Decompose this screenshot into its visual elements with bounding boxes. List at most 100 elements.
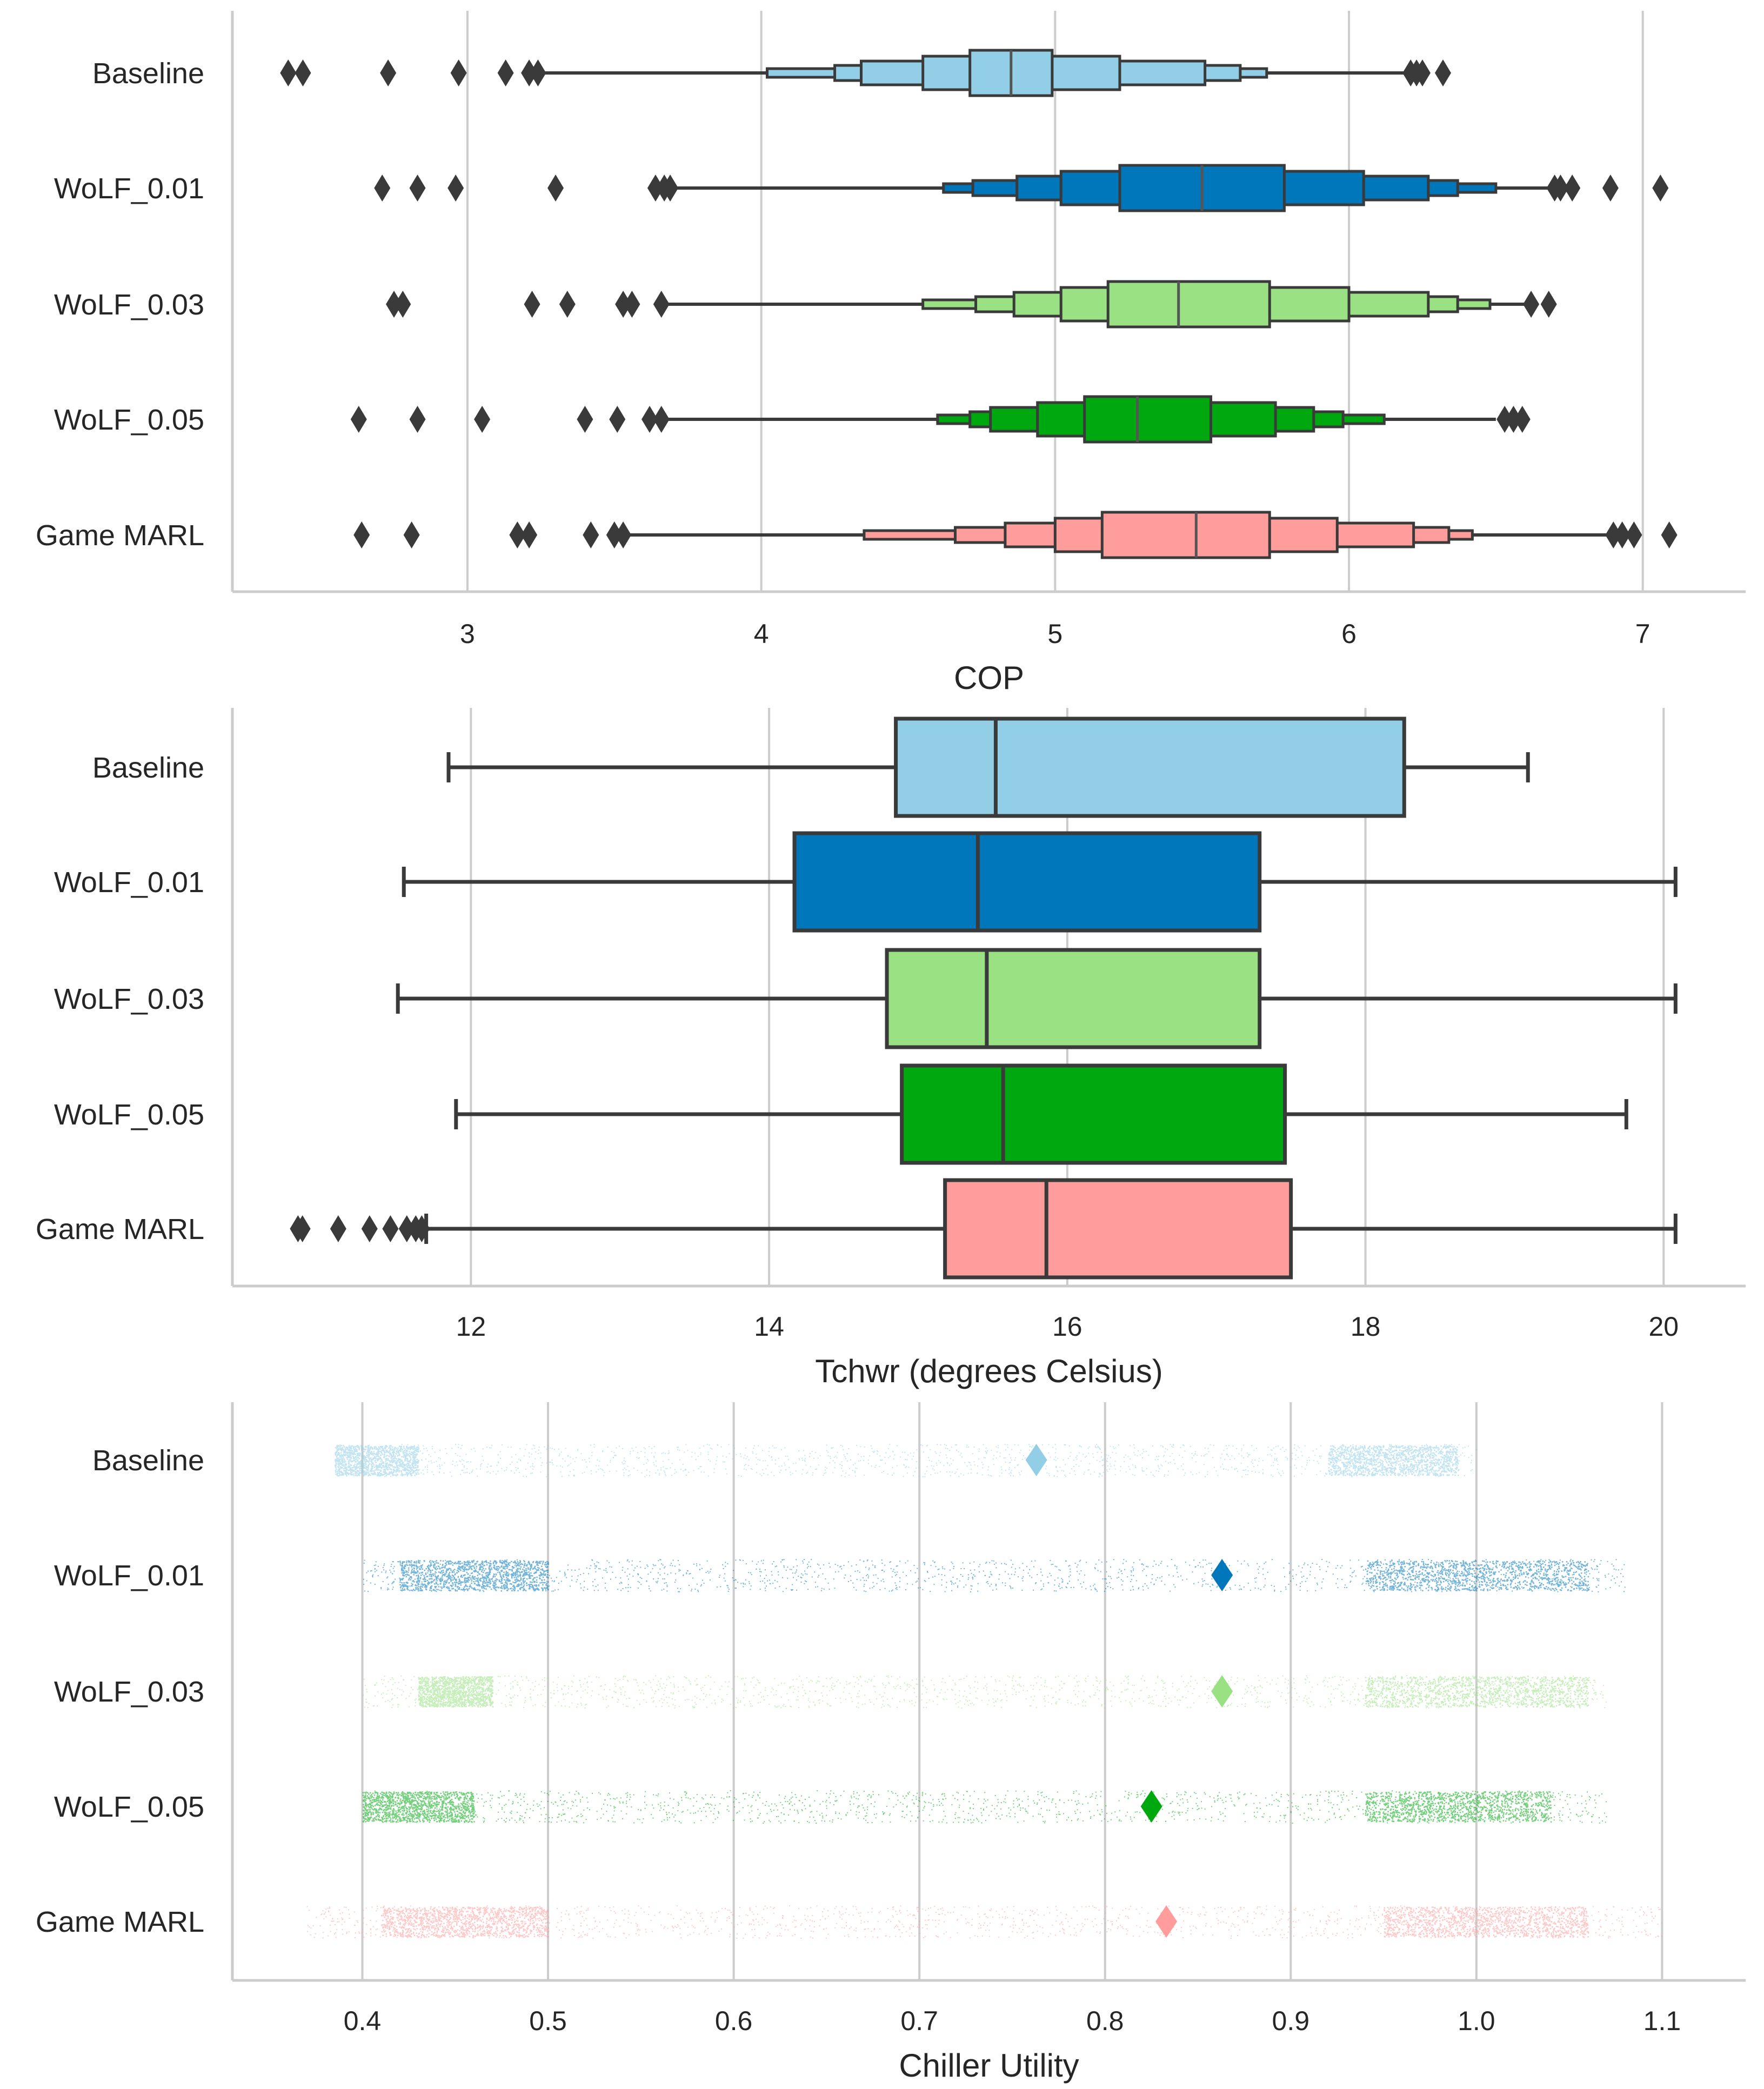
- strip-point: [633, 1450, 634, 1451]
- strip-point: [778, 1458, 779, 1459]
- strip-point: [926, 1471, 927, 1472]
- strip-point: [1301, 1466, 1302, 1467]
- strip-point: [1090, 1474, 1091, 1475]
- strip-point: [887, 1474, 888, 1475]
- outlier-marker: [395, 291, 411, 318]
- strip-point: [1340, 1457, 1341, 1458]
- strip-point: [1005, 1444, 1006, 1445]
- series-baseline: [449, 719, 1528, 816]
- strip-point: [812, 1475, 813, 1476]
- strip-point: [637, 1452, 638, 1453]
- strip-point: [456, 1461, 457, 1462]
- strip-point: [1468, 1445, 1469, 1447]
- strip-point: [1118, 1444, 1119, 1445]
- strip-point: [1015, 1457, 1016, 1458]
- strip-point: [987, 1450, 988, 1451]
- strip-point: [940, 1452, 941, 1453]
- strip-point: [940, 1471, 941, 1472]
- strip-point: [756, 1457, 757, 1458]
- strip-point: [1132, 1474, 1133, 1475]
- strip-point: [790, 1472, 791, 1473]
- strip-point: [659, 1473, 660, 1474]
- strip-point: [1347, 1468, 1348, 1469]
- strip-point: [1128, 1466, 1129, 1467]
- strip-point: [1100, 1449, 1101, 1450]
- strip-point: [1206, 1454, 1207, 1455]
- strip-point: [708, 1454, 709, 1455]
- strip-point: [1296, 1450, 1297, 1451]
- strip-point: [630, 1474, 631, 1475]
- strip-point: [1214, 1467, 1215, 1468]
- strip-point: [667, 1453, 669, 1454]
- strip-point: [1055, 1448, 1057, 1449]
- strip-point: [420, 1450, 421, 1451]
- strip-point: [1074, 1470, 1075, 1471]
- strip-point: [1163, 1456, 1164, 1457]
- strip-point: [1046, 1465, 1047, 1467]
- strip-point: [523, 1476, 524, 1477]
- strip-point: [1204, 1456, 1205, 1457]
- strip-point: [665, 1475, 666, 1476]
- strip-point: [1204, 1464, 1205, 1465]
- strip-point: [663, 1452, 664, 1454]
- strip-point: [469, 1473, 470, 1474]
- strip-point: [1193, 1455, 1194, 1456]
- strip-point: [923, 1476, 924, 1477]
- strip-point: [594, 1447, 595, 1448]
- strip-point: [1097, 1452, 1098, 1453]
- outlier-marker: [404, 521, 420, 548]
- strip-point: [649, 1446, 650, 1447]
- strip-point: [349, 1454, 350, 1455]
- strip-point: [651, 1452, 652, 1454]
- strip-point: [1216, 1470, 1217, 1471]
- strip-point: [893, 1472, 894, 1474]
- panel-3: 0.4 0.5 0.6 0.7 0.8 0.9 1.0 1.1Chiller UtilityB…: [36, 1402, 1746, 2084]
- strip-point: [562, 1458, 563, 1459]
- strip-point: [698, 1456, 699, 1457]
- strip-point: [1052, 1447, 1053, 1448]
- strip-point: [1259, 1472, 1260, 1473]
- strip-point: [1314, 1455, 1315, 1456]
- strip-point: [889, 1444, 890, 1445]
- y-tick-label-game-marl: Game MARL: [36, 1906, 204, 1938]
- strip-point: [700, 1452, 701, 1454]
- strip-point: [711, 1448, 712, 1449]
- strip-point: [971, 1472, 972, 1474]
- strip-point: [654, 1457, 655, 1458]
- boxen-level-1: [1102, 512, 1269, 558]
- y-tick-label-wolf-0-03: WoLF_0.03: [54, 1676, 204, 1708]
- strip-point: [947, 1463, 948, 1464]
- strip-point: [432, 1446, 433, 1447]
- strip-point: [924, 1476, 925, 1477]
- strip-point: [877, 1451, 878, 1452]
- strip-point: [1151, 1472, 1152, 1473]
- outlier-marker: [653, 291, 670, 318]
- strip-point: [860, 1446, 861, 1447]
- strip-point: [591, 1455, 592, 1456]
- strip-point: [1254, 1459, 1255, 1461]
- strip-point: [729, 1453, 730, 1454]
- strip-point: [432, 1448, 433, 1449]
- strip-point: [1381, 1475, 1382, 1476]
- strip-point: [769, 1447, 770, 1448]
- strip-point: [775, 1459, 776, 1461]
- strip-point: [929, 1460, 930, 1461]
- strip-point: [934, 1472, 936, 1474]
- strip-point: [1000, 1452, 1001, 1454]
- strip-point: [496, 1474, 497, 1475]
- strip-point: [1014, 1467, 1015, 1468]
- x-tick-label: 0.8: [1086, 2006, 1124, 2036]
- strip-point: [744, 1469, 745, 1470]
- strip-point: [1014, 1444, 1015, 1445]
- strip-point: [1124, 1461, 1125, 1462]
- strip-point: [530, 1466, 531, 1467]
- strip-point: [892, 1451, 893, 1452]
- strip-point: [1192, 1474, 1193, 1475]
- strip-point: [518, 1459, 519, 1460]
- strip-point: [833, 1460, 834, 1461]
- strip-point: [869, 1455, 870, 1456]
- strip-point: [1252, 1463, 1253, 1464]
- strip-point: [613, 1457, 614, 1458]
- strip-point: [1411, 1461, 1412, 1462]
- strip-point: [1049, 1475, 1050, 1476]
